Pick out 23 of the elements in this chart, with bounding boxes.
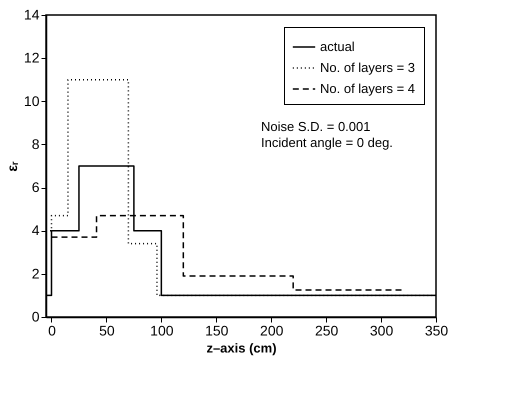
y-tick-label: 14 [24,6,40,22]
y-tick-label: 6 [32,179,40,196]
legend-label: actual [320,39,355,54]
y-tick-label: 2 [32,265,40,282]
x-tick-label: 100 [150,322,174,338]
x-tick-label: 0 [48,322,56,338]
y-tick-label: 10 [24,92,40,109]
legend-label: No. of layers = 3 [320,60,416,75]
annotation: Incident angle = 0 deg. [261,135,393,150]
x-tick-label: 200 [260,322,284,338]
y-tick-label: 4 [32,222,40,238]
legend-label: No. of layers = 4 [320,81,416,96]
y-tick-label: 12 [24,50,40,66]
y-tick-label: 0 [32,308,40,324]
y-tick-label: 8 [32,136,40,152]
x-tick-label: 350 [424,322,448,338]
x-tick-label: 250 [314,322,339,338]
x-tick-label: 150 [205,322,229,338]
annotation: Noise S.D. = 0.001 [261,119,370,134]
x-axis-title: z–axis (cm) [206,340,277,356]
x-tick-label: 300 [370,322,394,338]
x-tick-label: 50 [99,322,115,338]
y-axis-title: εᵣ [4,160,20,172]
